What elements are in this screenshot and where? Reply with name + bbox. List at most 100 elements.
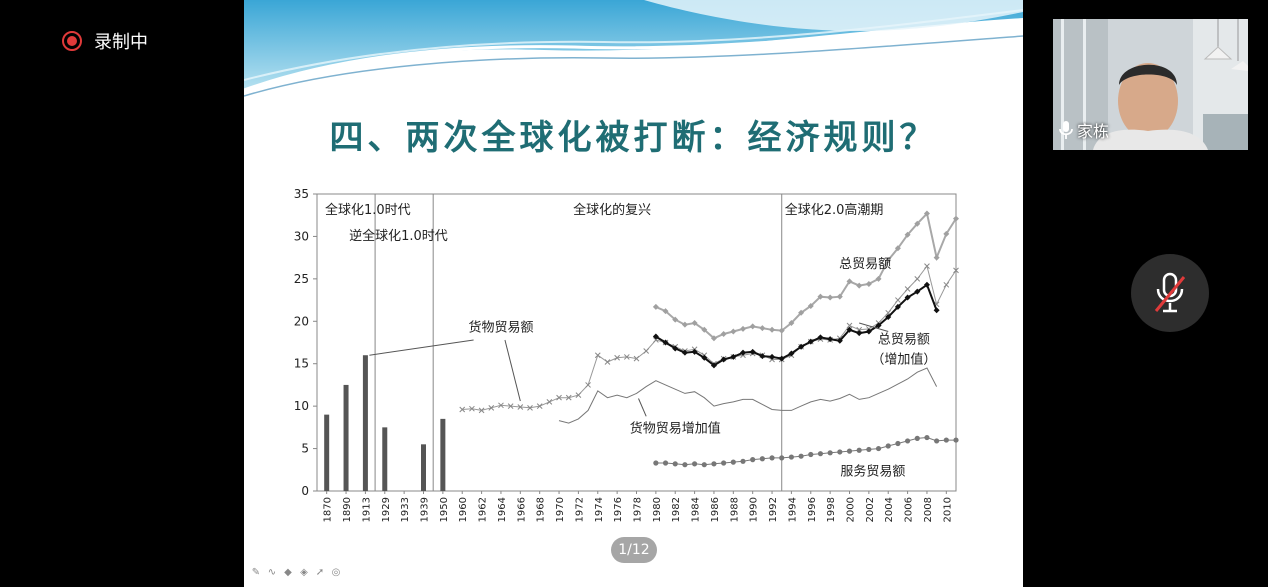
point-total-value-added: [914, 288, 921, 295]
point-goods-trade: [488, 404, 495, 411]
point-goods-trade: [527, 404, 533, 411]
point-total-trade: [846, 278, 853, 285]
x-tick-label: 1992: [768, 497, 779, 522]
point-goods-trade: [846, 322, 853, 329]
point-goods-trade: [459, 406, 466, 413]
point-services-trade: [943, 437, 949, 443]
x-tick-label: 2004: [884, 497, 895, 522]
point-goods-trade: [585, 382, 591, 388]
point-goods-trade: [594, 352, 601, 359]
y-tick-label: 15: [294, 357, 309, 371]
x-tick-label: 1982: [671, 497, 682, 522]
series-goods-trade: [462, 264, 957, 411]
mute-microphone-button[interactable]: [1131, 254, 1209, 332]
x-tick-label: 1994: [787, 497, 798, 522]
x-tick-label: 1988: [729, 497, 740, 522]
point-total-trade: [933, 254, 940, 261]
x-tick-label: 2006: [904, 497, 915, 522]
point-total-value-added: [865, 328, 872, 335]
annotation-total-value-added-2: （增加值）: [871, 352, 936, 368]
point-total-value-added: [875, 322, 882, 329]
point-total-value-added: [788, 350, 795, 357]
x-tick-label: 1974: [594, 497, 605, 522]
point-total-trade: [701, 326, 708, 333]
target-icon[interactable]: ◎: [331, 567, 341, 578]
webcam-tile[interactable]: 家栋: [1053, 19, 1248, 150]
point-goods-trade: [633, 355, 640, 362]
point-total-value-added: [817, 334, 824, 341]
point-total-value-added: [778, 355, 785, 362]
bar-1929: [382, 427, 388, 491]
pen-icon[interactable]: ✎: [251, 567, 261, 578]
point-services-trade: [875, 445, 882, 452]
point-services-trade: [934, 438, 940, 444]
point-total-value-added: [923, 281, 930, 288]
point-total-trade: [672, 316, 679, 323]
point-services-trade: [711, 461, 717, 467]
series-goods-value-added: [558, 367, 938, 424]
x-tick-label: 1978: [633, 497, 644, 522]
point-services-trade: [837, 449, 843, 455]
annotation-arrow-total-va: [859, 322, 889, 332]
point-goods-trade: [895, 297, 901, 303]
point-total-value-added: [759, 353, 766, 360]
point-total-trade: [798, 309, 805, 316]
pointer-icon[interactable]: ➚: [315, 567, 325, 578]
x-tick-label: 2000: [846, 497, 857, 522]
shared-slide: 四、两次全球化被打断：经济规则？ 0 5 10 15 20 25 30 35 1870 1890 1…: [244, 0, 1023, 587]
point-total-trade: [885, 257, 892, 264]
point-total-trade: [720, 331, 727, 338]
fill-icon[interactable]: ◆: [284, 567, 292, 578]
x-tick-label: 1964: [497, 497, 508, 522]
point-total-value-added: [720, 356, 727, 363]
point-total-trade: [807, 303, 814, 310]
point-total-trade: [749, 323, 756, 330]
point-total-value-added: [662, 339, 669, 346]
point-services-trade: [885, 443, 891, 449]
x-tick-label: 1980: [652, 497, 663, 522]
point-total-trade: [759, 325, 766, 332]
point-total-value-added: [836, 337, 843, 344]
point-total-trade: [769, 326, 776, 333]
point-services-trade: [759, 456, 765, 462]
point-services-trade: [808, 451, 814, 458]
point-total-value-added: [885, 314, 892, 321]
point-total-trade: [943, 230, 950, 237]
point-total-trade: [652, 303, 659, 310]
point-total-trade: [730, 328, 737, 335]
point-total-trade: [923, 210, 930, 217]
point-services-trade: [788, 454, 795, 460]
point-services-trade: [798, 453, 804, 459]
y-tick-label: 10: [294, 399, 309, 413]
x-tick-label: 1966: [516, 497, 527, 522]
point-services-trade: [779, 455, 785, 461]
point-services-trade: [682, 462, 688, 468]
bar-1870: [324, 414, 330, 491]
annotation-arrow-goods-1913: [369, 339, 474, 356]
bar-1890: [343, 384, 349, 491]
point-total-value-added: [904, 294, 911, 301]
x-tick-label: 2010: [942, 497, 953, 522]
x-tick-label: 1990: [749, 497, 760, 522]
point-total-trade: [836, 293, 843, 300]
page-indicator[interactable]: 1/12: [611, 537, 657, 563]
point-total-value-added: [681, 349, 688, 356]
annotation-toolbar: ✎ ∿ ◆ ◈ ➚ ◎: [250, 567, 342, 579]
recording-label: 录制中: [94, 32, 148, 53]
annotation-total-trade: 总贸易额: [839, 257, 891, 272]
point-goods-trade: [604, 359, 611, 365]
point-services-trade: [691, 461, 698, 467]
x-tick-label: 1962: [478, 497, 489, 522]
point-total-trade: [691, 319, 698, 326]
point-total-trade: [778, 327, 785, 334]
point-goods-trade: [478, 407, 485, 414]
point-services-trade: [953, 437, 959, 443]
point-total-value-added: [701, 354, 708, 361]
y-tick-label: 20: [294, 314, 309, 328]
point-services-trade: [904, 438, 911, 444]
x-tick-label: 1996: [807, 497, 818, 522]
eraser-icon[interactable]: ◈: [300, 567, 308, 578]
curve-icon[interactable]: ∿: [267, 567, 277, 578]
bar-1950: [440, 418, 446, 491]
point-services-trade: [856, 447, 862, 453]
